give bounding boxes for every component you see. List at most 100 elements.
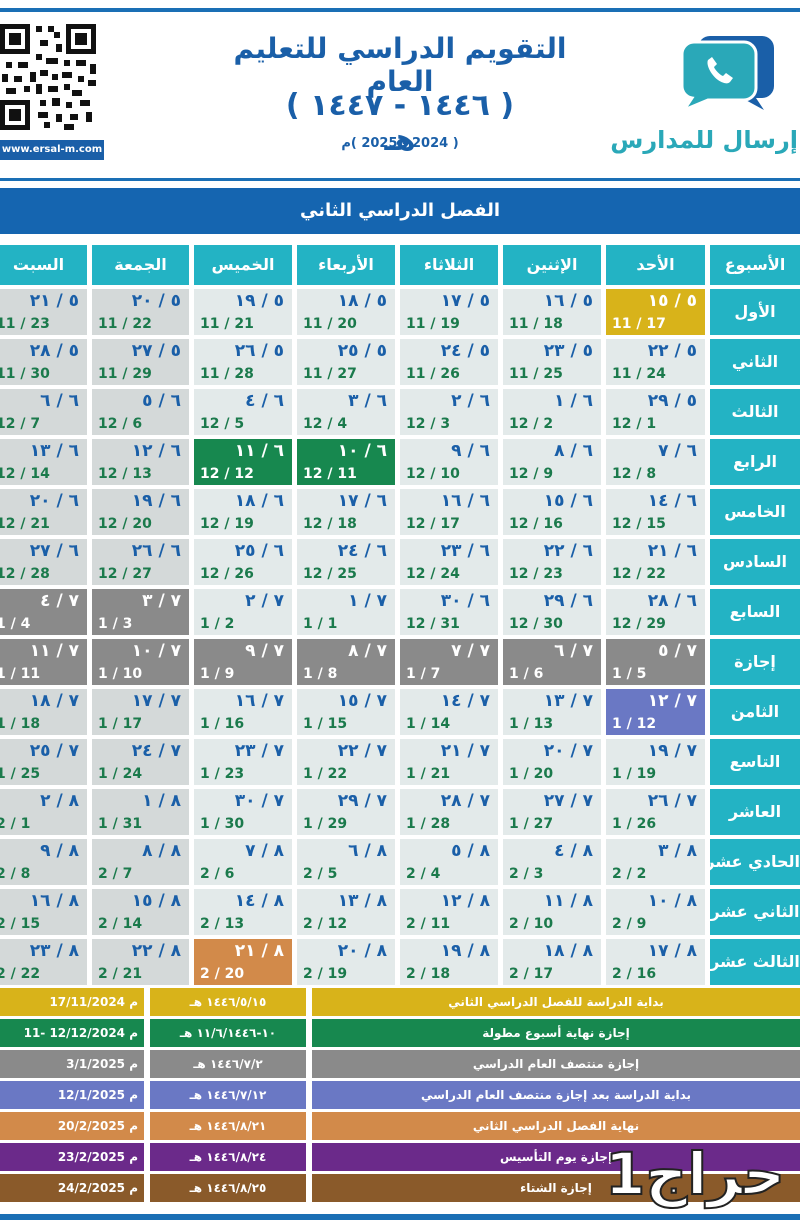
gregorian-date: 12 / 23	[509, 566, 563, 582]
legend-description: بداية الدراسة للفصل الدراسي الثاني	[312, 988, 800, 1016]
website-url[interactable]: www.ersal-m.com	[0, 140, 104, 160]
gregorian-date: 12 / 29	[612, 616, 666, 632]
gregorian-date: 1 / 23	[200, 766, 245, 782]
column-header-sun: الأحد	[606, 245, 705, 285]
day-cell: ٥ / ٢٨ 11 / 30	[0, 339, 87, 385]
legend-hijri-date: ١٤٤٦/٨/٢٥ هـ	[150, 1174, 306, 1202]
day-cell: ٨ / ٢٣ 2 / 22	[0, 939, 87, 985]
day-cell: ٦ / ١٣ 12 / 14	[0, 439, 87, 485]
gregorian-date: 2 / 5	[303, 866, 338, 882]
hijri-date: ٨ / ٢٢	[131, 941, 181, 961]
day-cell: ٧ / ١٤ 1 / 14	[400, 689, 498, 735]
hijri-date: ٦ / ١٢	[131, 441, 181, 461]
gregorian-date: 1 / 5	[612, 666, 647, 682]
gregorian-date: 2 / 20	[200, 966, 245, 982]
hijri-date: ٨ / ٩	[40, 841, 79, 861]
hijri-date: ٦ / ١٤	[647, 491, 697, 511]
watermark: حراج1	[604, 1139, 786, 1209]
day-cell: ٧ / ٩ 1 / 9	[194, 639, 292, 685]
logo-text: إرسال للمدارس	[610, 126, 798, 154]
day-cell: ٨ / ١٣ 2 / 12	[297, 889, 395, 935]
legend-hijri-date: ١٤٤٦/٧/٢ هـ	[150, 1050, 306, 1078]
day-cell: ٧ / ٨ 1 / 8	[297, 639, 395, 685]
hijri-date: ٧ / ٨	[348, 641, 387, 661]
hijri-date: ٦ / ٢٨	[647, 591, 697, 611]
week-label: الحادي عشر	[710, 839, 800, 885]
hijri-date: ٨ / ٢٠	[337, 941, 387, 961]
day-cell: ٧ / ٢٨ 1 / 28	[400, 789, 498, 835]
week-label: الخامس	[710, 489, 800, 535]
hijri-date: ٦ / ٢٩	[543, 591, 593, 611]
hijri-date: ٦ / ٢٠	[29, 491, 79, 511]
hijri-date: ٦ / ٥	[142, 391, 181, 411]
week-label: الثاني	[710, 339, 800, 385]
hijri-date: ٦ / ١٣	[29, 441, 79, 461]
gregorian-date: 2 / 6	[200, 866, 235, 882]
hijri-date: ٧ / ٤	[40, 591, 79, 611]
hijri-date: ٨ / ٣	[658, 841, 697, 861]
legend-hijri-date: ١٤٤٦/٨/٢١ هـ	[150, 1112, 306, 1140]
hijri-date: ٥ / ٢٠	[131, 291, 181, 311]
top-border	[0, 8, 800, 12]
gregorian-date: 1 / 31	[98, 816, 143, 832]
day-cell: ٦ / ٦ 12 / 7	[0, 389, 87, 435]
week-label: الثالث	[710, 389, 800, 435]
hijri-date: ٨ / ٤	[554, 841, 593, 861]
gregorian-date: 2 / 19	[303, 966, 348, 982]
hijri-date: ٦ / ٢	[451, 391, 490, 411]
day-cell: ٦ / ٢١ 12 / 22	[606, 539, 705, 585]
day-cell: ٧ / ٢٠ 1 / 20	[503, 739, 601, 785]
gregorian-date: 11 / 28	[200, 366, 254, 382]
page-title: التقويم الدراسي للتعليم العام	[233, 32, 567, 98]
gregorian-date: 12 / 16	[509, 516, 563, 532]
hijri-date: ٥ / ٢١	[29, 291, 79, 311]
day-cell: ٧ / ١ 1 / 1	[297, 589, 395, 635]
hijri-date: ٨ / ٥	[451, 841, 490, 861]
week-label: التاسع	[710, 739, 800, 785]
gregorian-date: 12 / 28	[0, 566, 50, 582]
day-cell: ٦ / ٧ 12 / 8	[606, 439, 705, 485]
day-cell: ٦ / ٣٠ 12 / 31	[400, 589, 498, 635]
week-label: السابع	[710, 589, 800, 635]
hijri-date: ٧ / ٣٠	[234, 791, 284, 811]
gregorian-date: 11 / 24	[612, 366, 666, 382]
hijri-date: ٧ / ٢٨	[440, 791, 490, 811]
legend-gregorian-date: 17/11/2024 م	[0, 988, 144, 1016]
gregorian-date: 11 / 30	[0, 366, 50, 382]
hijri-date: ٥ / ٢٤	[440, 341, 490, 361]
day-cell: ٦ / ٣ 12 / 4	[297, 389, 395, 435]
column-header-mon: الإثنين	[503, 245, 601, 285]
legend-description: بداية الدراسة بعد إجازة منتصف العام الدر…	[312, 1081, 800, 1109]
hijri-date: ٦ / ٢٤	[337, 541, 387, 561]
day-cell: ٥ / ٢٣ 11 / 25	[503, 339, 601, 385]
day-cell: ٨ / ٦ 2 / 5	[297, 839, 395, 885]
legend-hijri-date: ١٤٤٦/٧/١٢ هـ	[150, 1081, 306, 1109]
hijri-date: ٧ / ٢٦	[647, 791, 697, 811]
hijri-date: ٦ / ٢٦	[131, 541, 181, 561]
gregorian-date: 2 / 17	[509, 966, 554, 982]
gregorian-year: ( 2024 - 2025 )م	[341, 136, 459, 151]
day-cell: ٧ / ١٢ 1 / 12	[606, 689, 705, 735]
gregorian-date: 2 / 14	[98, 916, 143, 932]
gregorian-date: 2 / 10	[509, 916, 554, 932]
legend-description: إجازة الشتاء	[312, 1174, 800, 1202]
gregorian-date: 12 / 22	[612, 566, 666, 582]
day-cell: ٨ / ١٢ 2 / 11	[400, 889, 498, 935]
gregorian-date: 11 / 20	[303, 316, 357, 332]
day-cell: ٨ / ١٨ 2 / 17	[503, 939, 601, 985]
hijri-date: ٧ / ٧	[451, 641, 490, 661]
hijri-date: ٧ / ٢٧	[543, 791, 593, 811]
gregorian-date: 12 / 2	[509, 416, 554, 432]
day-cell: ٥ / ٢٧ 11 / 29	[92, 339, 189, 385]
hijri-date: ٥ / ١٨	[337, 291, 387, 311]
qr-code-icon	[0, 14, 100, 132]
gregorian-date: 1 / 27	[509, 816, 554, 832]
day-cell: ٧ / ٢٣ 1 / 23	[194, 739, 292, 785]
gregorian-date: 1 / 17	[98, 716, 143, 732]
day-cell: ٦ / ٢٨ 12 / 29	[606, 589, 705, 635]
hijri-date: ٧ / ٢٢	[337, 741, 387, 761]
legend-row: 11- 12/12/2024 م ١٠-١١/٦/١٤٤٦ هـ إجازة نها…	[0, 1019, 800, 1047]
legend-description: إجازة يوم التأسيس	[312, 1143, 800, 1171]
hijri-date: ٧ / ١٤	[440, 691, 490, 711]
hijri-date: ٨ / ٦	[348, 841, 387, 861]
